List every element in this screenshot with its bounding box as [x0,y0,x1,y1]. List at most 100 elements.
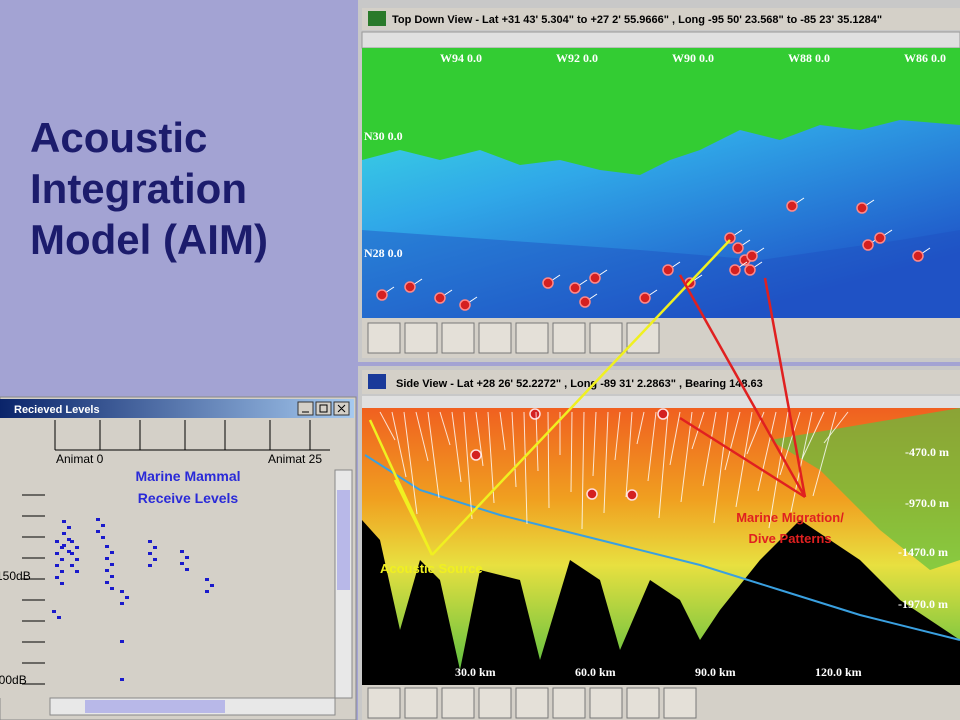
level-mark [110,575,114,578]
animal-marker [626,489,638,501]
dive-track [614,411,621,461]
distance-label: 30.0 km [455,665,496,679]
level-mark [210,584,214,587]
level-mark [60,570,64,573]
level-mark [125,596,129,599]
tool-button[interactable] [441,322,475,354]
annotation-arrows [368,239,807,556]
tool-button[interactable] [404,322,438,354]
animal-marker [912,250,924,262]
level-mark [62,532,66,535]
animal-marker [542,277,554,289]
level-mark [60,558,64,561]
level-mark [67,550,71,553]
dive-track [451,411,462,483]
window-controls [302,404,346,413]
minimize-button[interactable] [297,401,314,416]
level-mark [153,558,157,561]
level-mark [55,564,59,567]
animal-marker [874,232,886,244]
tool-button[interactable] [515,322,549,354]
animal-marker [744,264,756,276]
latitude-label: N28 0.0 [364,246,403,260]
level-mark [205,590,209,593]
level-mark [105,545,109,548]
level-mark [96,530,100,533]
dive-track [403,411,418,515]
dive-track [823,411,849,444]
dive-track [768,411,789,529]
tool-button[interactable] [367,322,401,354]
tool-button[interactable] [589,322,623,354]
tool-button[interactable] [663,687,697,719]
animal-marker [724,232,736,244]
tool-button[interactable] [626,322,660,354]
level-mark [55,540,59,543]
scroll-thumb[interactable] [337,490,350,590]
animal-marker [662,264,674,276]
title-bar [0,399,354,418]
animal-marker [579,296,591,308]
level-mark [180,550,184,553]
received-levels-window: Recieved Levels 150dB 100dB Animat 0 Ani… [0,396,357,720]
animat-label: Animat 0 [56,452,104,466]
tool-button[interactable] [552,687,586,719]
dive-track [603,411,609,514]
window-icon [368,11,386,26]
tool-button[interactable] [404,687,438,719]
level-mark [205,578,209,581]
level-mark [110,551,114,554]
level-mark [67,538,71,541]
dive-track [499,411,506,451]
level-mark [57,616,61,619]
dive-track [547,411,550,509]
level-mark [153,546,157,549]
animal-marker [639,292,651,304]
tool-button[interactable] [478,322,512,354]
longitude-label: W86 0.0 [904,51,946,65]
tool-button[interactable] [441,687,475,719]
dive-track [636,411,645,445]
level-mark [120,678,124,681]
animal-marker [729,264,741,276]
annotation: Acoustic Source [380,561,483,576]
level-mark [180,562,184,565]
level-mark [62,544,66,547]
tool-button[interactable] [367,687,401,719]
animal-marker [856,202,868,214]
dive-track [647,411,657,482]
top-view-window: Top Down View - Lat +31 43' 5.304" to +2… [358,0,960,362]
level-mark [75,570,79,573]
level-mark [62,520,66,523]
title-line: Integration [30,165,247,212]
depth-label: -1970.0 m [898,597,948,611]
toolbar-strip [362,396,960,408]
tool-button[interactable] [589,687,623,719]
tool-button[interactable] [552,322,586,354]
animal-marker [862,239,874,251]
level-label: 150dB [0,569,31,583]
title-line: Model (AIM) [30,216,268,263]
window-title: Recieved Levels [14,404,100,416]
animal-marker [589,272,601,284]
level-mark [120,602,124,605]
scroll-thumb[interactable] [85,700,225,713]
dive-track [592,411,597,477]
dive-track [790,411,813,513]
level-mark [105,569,109,572]
tool-button[interactable] [478,687,512,719]
map [362,48,960,318]
side-view-window: Side View - Lat +28 26' 52.2272" , Long … [358,366,960,720]
level-mark [120,590,124,593]
window-icon [368,374,386,389]
level-mark [70,552,74,555]
maximize-button[interactable] [315,401,332,416]
dive-track [475,411,484,467]
tool-button[interactable] [626,687,660,719]
dive-track [487,411,495,504]
level-mark [60,582,64,585]
level-mark [148,564,152,567]
dive-track [669,411,681,466]
title-bar [362,8,960,30]
tool-button[interactable] [515,687,549,719]
